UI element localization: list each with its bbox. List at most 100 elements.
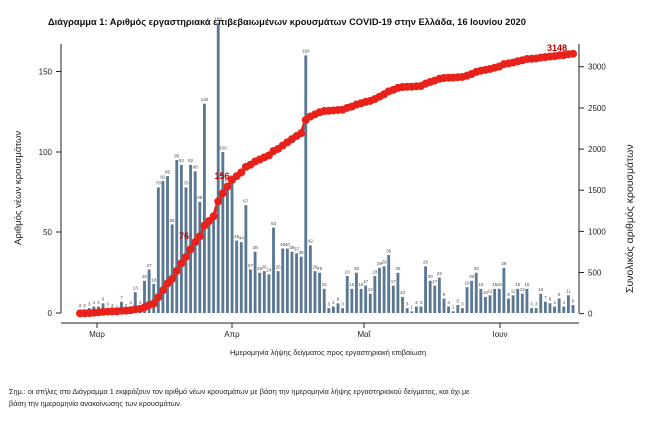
svg-text:3: 3 [406, 301, 409, 306]
svg-text:100: 100 [39, 148, 53, 157]
svg-text:100: 100 [219, 145, 227, 150]
svg-text:2: 2 [111, 303, 114, 308]
svg-text:130: 130 [201, 97, 209, 102]
svg-text:44: 44 [239, 235, 245, 240]
svg-text:5: 5 [572, 298, 575, 303]
svg-text:15: 15 [524, 282, 530, 287]
svg-text:92: 92 [188, 158, 194, 163]
svg-text:5: 5 [457, 298, 460, 303]
svg-text:2: 2 [79, 303, 82, 308]
svg-text:16: 16 [464, 281, 470, 286]
svg-text:15: 15 [497, 282, 503, 287]
svg-text:Μαρ: Μαρ [89, 330, 105, 339]
svg-text:6: 6 [337, 297, 340, 302]
svg-text:4: 4 [129, 300, 132, 305]
svg-text:23: 23 [345, 269, 351, 274]
svg-text:11: 11 [566, 289, 571, 294]
svg-text:20: 20 [142, 274, 148, 279]
svg-text:69: 69 [197, 195, 203, 200]
svg-text:3148: 3148 [547, 43, 567, 53]
svg-text:4: 4 [139, 300, 142, 305]
svg-text:4: 4 [97, 300, 100, 305]
svg-text:2500: 2500 [588, 104, 606, 113]
svg-text:13: 13 [133, 285, 139, 290]
svg-text:42: 42 [308, 239, 314, 244]
svg-text:3: 3 [530, 301, 533, 306]
svg-text:18: 18 [151, 277, 157, 282]
svg-text:1: 1 [452, 305, 455, 310]
svg-text:3: 3 [535, 301, 538, 306]
svg-text:25: 25 [317, 266, 323, 271]
svg-text:4: 4 [93, 300, 96, 305]
svg-text:500: 500 [588, 269, 602, 278]
svg-text:22: 22 [437, 271, 443, 276]
svg-text:11: 11 [488, 289, 493, 294]
svg-text:1: 1 [410, 305, 413, 310]
svg-text:12: 12 [520, 287, 526, 292]
svg-text:29: 29 [423, 260, 429, 265]
svg-text:82: 82 [160, 174, 166, 179]
svg-text:15: 15 [322, 282, 328, 287]
svg-text:17: 17 [432, 279, 438, 284]
svg-text:25: 25 [395, 266, 401, 271]
svg-text:3: 3 [88, 301, 91, 306]
svg-text:23: 23 [372, 269, 378, 274]
svg-text:4: 4 [332, 300, 335, 305]
svg-text:67: 67 [243, 198, 249, 203]
svg-text:7: 7 [544, 295, 547, 300]
svg-text:1000: 1000 [588, 227, 606, 236]
svg-text:Μαΐ: Μαΐ [357, 330, 371, 339]
svg-text:6: 6 [549, 297, 552, 302]
svg-text:17: 17 [391, 279, 397, 284]
svg-text:0: 0 [588, 310, 593, 319]
svg-text:2000: 2000 [588, 145, 606, 154]
svg-text:3: 3 [341, 301, 344, 306]
svg-text:35: 35 [299, 250, 305, 255]
svg-text:85: 85 [165, 169, 171, 174]
svg-text:12: 12 [368, 287, 374, 292]
svg-text:25: 25 [354, 266, 360, 271]
svg-text:17: 17 [363, 279, 369, 284]
svg-text:3: 3 [461, 301, 464, 306]
svg-text:156: 156 [214, 171, 229, 181]
svg-text:160: 160 [302, 49, 310, 54]
svg-text:4: 4 [415, 300, 418, 305]
svg-text:4: 4 [563, 300, 566, 305]
svg-text:3: 3 [328, 301, 331, 306]
svg-text:9: 9 [558, 292, 561, 297]
svg-text:10: 10 [400, 290, 406, 295]
svg-text:4: 4 [447, 300, 450, 305]
svg-text:6: 6 [102, 297, 105, 302]
svg-text:15: 15 [349, 282, 355, 287]
svg-text:Ιουν: Ιουν [492, 330, 507, 339]
svg-text:53: 53 [271, 221, 277, 226]
svg-text:12: 12 [538, 287, 544, 292]
svg-text:26: 26 [276, 264, 282, 269]
svg-text:28: 28 [501, 261, 507, 266]
svg-text:55: 55 [170, 218, 176, 223]
svg-text:9: 9 [443, 292, 446, 297]
svg-text:3: 3 [106, 301, 109, 306]
svg-text:150: 150 [39, 68, 53, 77]
svg-text:4: 4 [420, 300, 423, 305]
svg-text:4: 4 [553, 300, 556, 305]
svg-text:1500: 1500 [588, 186, 606, 195]
svg-text:29: 29 [382, 260, 388, 265]
svg-text:20: 20 [469, 274, 475, 279]
svg-text:36: 36 [386, 248, 392, 253]
svg-text:25: 25 [474, 266, 480, 271]
svg-text:2: 2 [83, 303, 86, 308]
svg-text:92: 92 [179, 158, 185, 163]
svg-text:Απρ: Απρ [224, 330, 240, 339]
svg-text:0: 0 [48, 309, 53, 318]
svg-text:76: 76 [179, 231, 189, 241]
svg-text:7: 7 [120, 295, 123, 300]
svg-text:3000: 3000 [588, 63, 606, 72]
svg-text:88: 88 [193, 165, 199, 170]
svg-text:78: 78 [156, 181, 162, 186]
svg-text:11: 11 [511, 289, 516, 294]
svg-text:78: 78 [183, 181, 189, 186]
svg-text:50: 50 [43, 228, 52, 237]
svg-text:15: 15 [478, 282, 484, 287]
svg-text:24: 24 [266, 268, 272, 273]
